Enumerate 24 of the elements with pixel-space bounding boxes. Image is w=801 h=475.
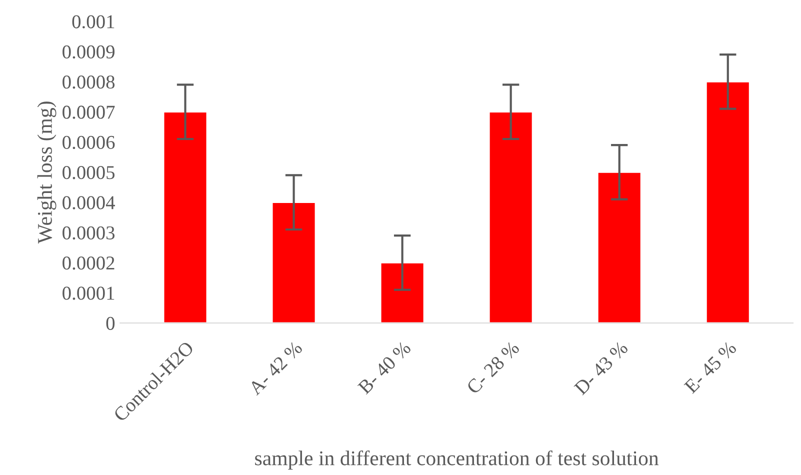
y-tick-label: 0.0004 <box>62 196 115 210</box>
y-tick-label: 0.0009 <box>62 45 114 59</box>
y-tick-label: 0.0008 <box>62 76 115 89</box>
x-tick-label: E- 45 % <box>684 340 738 394</box>
x-tick-label: B- 40 % <box>357 340 412 395</box>
y-tick-label: 0.0005 <box>62 166 115 180</box>
x-tick-label: A- 42 % <box>248 340 304 396</box>
bar <box>596 171 642 323</box>
x-tick-label: D- 43 % <box>574 340 629 396</box>
y-tick-label: 0.0002 <box>62 256 114 270</box>
bar <box>271 202 316 323</box>
y-tick-label: 0.0001 <box>62 286 114 300</box>
x-tick-label: C- 28 % <box>466 340 520 395</box>
x-axis-title: sample in different concentration of test solution <box>255 450 659 470</box>
y-tick-label: 0.0003 <box>62 226 115 240</box>
y-axis-title: Weight loss (mg) <box>37 102 56 244</box>
bar <box>488 111 534 323</box>
y-tick-label: 0.001 <box>72 15 114 28</box>
bar <box>162 111 208 323</box>
bar <box>705 81 750 323</box>
y-tick-label: 0.0007 <box>62 106 115 119</box>
bar <box>380 262 425 323</box>
y-tick-label: 0.0006 <box>62 136 115 150</box>
y-tick-label: 0 <box>106 316 115 330</box>
